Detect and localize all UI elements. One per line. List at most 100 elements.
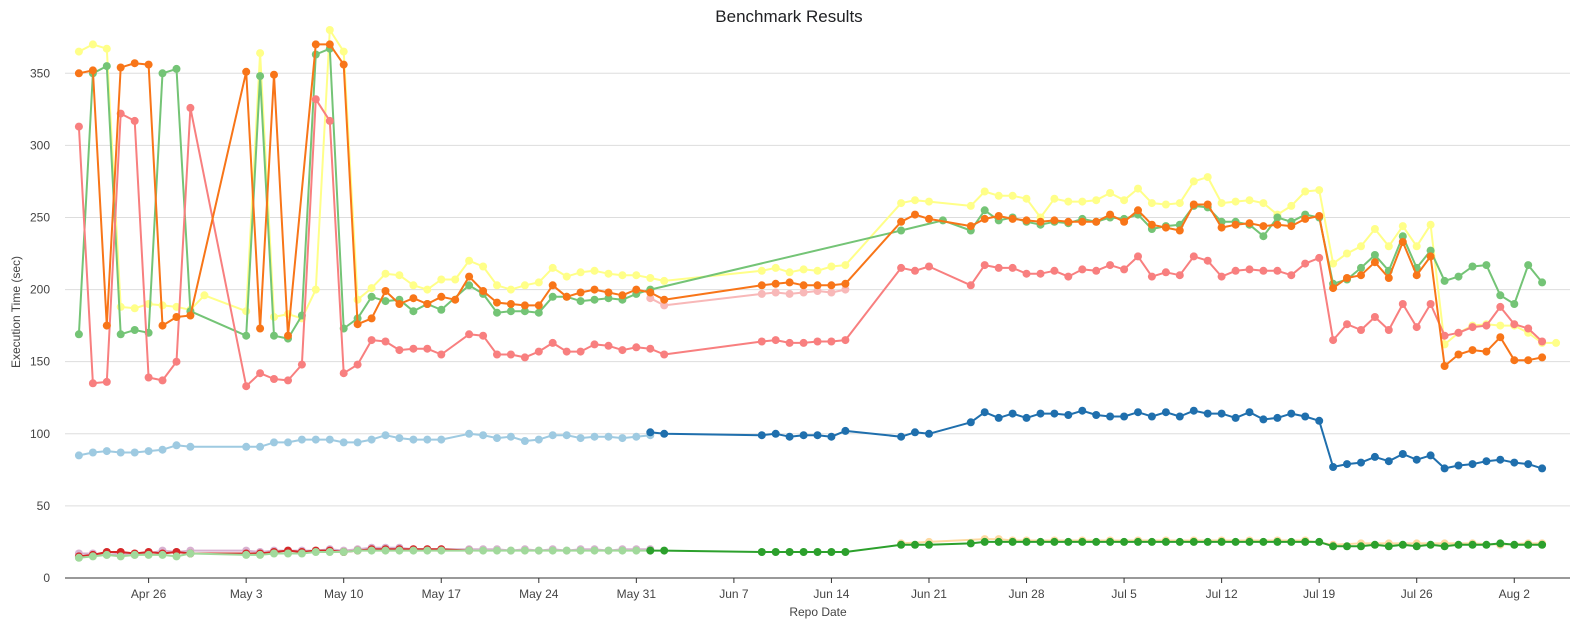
- data-point[interactable]: [841, 548, 850, 556]
- data-point[interactable]: [256, 550, 265, 559]
- data-point[interactable]: [1426, 252, 1435, 261]
- data-point[interactable]: [1510, 540, 1519, 549]
- data-point[interactable]: [144, 550, 153, 559]
- data-point[interactable]: [409, 344, 418, 353]
- data-point[interactable]: [1036, 269, 1045, 278]
- data-point[interactable]: [130, 448, 139, 457]
- data-point[interactable]: [367, 546, 376, 555]
- data-point[interactable]: [1468, 460, 1477, 469]
- data-point[interactable]: [897, 263, 906, 272]
- data-point[interactable]: [381, 269, 390, 278]
- data-point[interactable]: [242, 307, 251, 316]
- data-point[interactable]: [1273, 213, 1282, 222]
- data-point[interactable]: [827, 262, 836, 271]
- data-point[interactable]: [1008, 214, 1017, 223]
- data-point[interactable]: [576, 546, 585, 555]
- data-point[interactable]: [116, 448, 125, 457]
- data-point[interactable]: [242, 550, 251, 559]
- data-point[interactable]: [1287, 409, 1296, 418]
- data-point[interactable]: [1343, 274, 1351, 282]
- data-point[interactable]: [841, 426, 850, 435]
- data-point[interactable]: [1092, 266, 1101, 275]
- data-point[interactable]: [325, 548, 334, 556]
- data-point[interactable]: [1538, 278, 1547, 287]
- data-point[interactable]: [88, 448, 97, 457]
- data-point[interactable]: [1398, 232, 1407, 241]
- data-point[interactable]: [562, 347, 571, 356]
- data-point[interactable]: [1370, 452, 1379, 461]
- data-point[interactable]: [1426, 540, 1435, 549]
- data-point[interactable]: [1468, 262, 1477, 271]
- data-point[interactable]: [813, 337, 822, 346]
- data-point[interactable]: [548, 546, 557, 555]
- data-point[interactable]: [576, 434, 585, 443]
- data-point[interactable]: [465, 330, 474, 339]
- data-point[interactable]: [1510, 300, 1519, 308]
- data-point[interactable]: [297, 549, 306, 558]
- data-point[interactable]: [1398, 450, 1407, 458]
- data-point[interactable]: [102, 44, 111, 53]
- data-point[interactable]: [172, 357, 181, 366]
- data-point[interactable]: [841, 261, 850, 270]
- data-point[interactable]: [1078, 197, 1087, 206]
- data-point[interactable]: [799, 338, 808, 347]
- data-point[interactable]: [1329, 542, 1338, 551]
- data-point[interactable]: [618, 291, 627, 300]
- data-point[interactable]: [548, 281, 557, 290]
- data-point[interactable]: [270, 331, 278, 340]
- data-point[interactable]: [562, 272, 571, 281]
- data-point[interactable]: [604, 269, 613, 278]
- data-point[interactable]: [1050, 266, 1059, 275]
- data-point[interactable]: [604, 288, 613, 297]
- data-point[interactable]: [799, 548, 808, 556]
- data-point[interactable]: [576, 288, 585, 297]
- data-point[interactable]: [1050, 216, 1059, 225]
- data-point[interactable]: [1357, 242, 1365, 251]
- data-point[interactable]: [1524, 460, 1533, 469]
- data-point[interactable]: [1440, 362, 1449, 370]
- data-point[interactable]: [172, 64, 181, 73]
- data-point[interactable]: [841, 336, 850, 345]
- data-point[interactable]: [841, 285, 850, 294]
- data-point[interactable]: [493, 434, 501, 443]
- data-point[interactable]: [1203, 173, 1212, 182]
- data-point[interactable]: [172, 313, 181, 321]
- data-point[interactable]: [1022, 413, 1031, 422]
- data-point[interactable]: [604, 432, 613, 441]
- data-point[interactable]: [1301, 259, 1310, 268]
- data-point[interactable]: [1203, 256, 1212, 265]
- data-point[interactable]: [660, 546, 669, 555]
- data-point[interactable]: [1078, 537, 1087, 546]
- data-point[interactable]: [618, 346, 627, 355]
- data-point[interactable]: [74, 122, 83, 131]
- data-point[interactable]: [911, 266, 919, 275]
- data-point[interactable]: [771, 548, 780, 556]
- data-point[interactable]: [1022, 269, 1031, 278]
- data-point[interactable]: [172, 441, 181, 450]
- data-point[interactable]: [256, 49, 265, 58]
- data-point[interactable]: [270, 549, 278, 558]
- data-point[interactable]: [925, 214, 933, 223]
- data-point[interactable]: [646, 274, 655, 282]
- data-point[interactable]: [1482, 347, 1491, 356]
- data-point[interactable]: [144, 447, 153, 456]
- data-point[interactable]: [311, 548, 320, 556]
- data-point[interactable]: [1357, 263, 1365, 272]
- data-point[interactable]: [1329, 259, 1338, 268]
- data-point[interactable]: [1147, 199, 1156, 208]
- data-point[interactable]: [506, 300, 515, 308]
- data-point[interactable]: [506, 285, 515, 294]
- data-point[interactable]: [897, 432, 906, 441]
- data-point[interactable]: [897, 199, 906, 208]
- data-point[interactable]: [395, 434, 404, 443]
- data-point[interactable]: [1078, 217, 1087, 226]
- data-point[interactable]: [1092, 217, 1101, 226]
- data-point[interactable]: [827, 288, 836, 297]
- data-point[interactable]: [1315, 212, 1324, 220]
- data-point[interactable]: [604, 341, 613, 350]
- data-point[interactable]: [827, 281, 836, 290]
- data-point[interactable]: [534, 301, 543, 310]
- data-point[interactable]: [1008, 537, 1017, 546]
- data-point[interactable]: [1454, 272, 1463, 281]
- data-point[interactable]: [1301, 537, 1310, 546]
